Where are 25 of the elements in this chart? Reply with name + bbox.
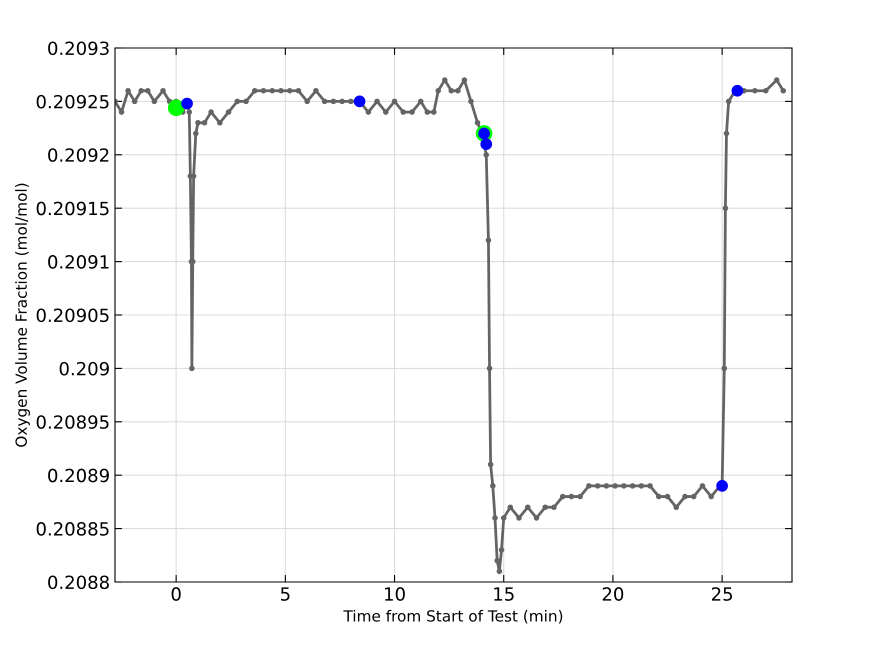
y-tick-label: 0.2093 [48,41,109,56]
point [716,480,728,492]
y-tick-label: 0.209 [60,362,109,376]
y-axis-title: Oxygen Volume Fraction (mol/mol) [15,184,30,447]
y-tick-label: 0.2091 [48,255,108,269]
x-tick-label: 0 [172,587,181,601]
point [168,100,184,116]
y-tick-label: 0.20915 [36,202,109,216]
x-tick-label: 25 [712,587,732,601]
y-tick-label: 0.20895 [36,415,109,429]
y-tick-label: 0.2089 [48,468,109,482]
point [181,98,193,110]
point [732,84,744,97]
point [354,96,366,108]
x-tick-label: 10 [385,587,405,601]
y-tick-label: 0.2088 [48,575,109,590]
y-tick-label: 0.20885 [36,522,109,536]
y-tick-label: 0.20905 [36,308,109,322]
y-tick-label: 0.2092 [48,148,108,162]
x-tick-label: 5 [280,587,290,601]
x-axis-title: Time from Start of Test (min) [343,610,562,624]
x-tick-label: 20 [602,587,624,601]
point [480,138,492,150]
x-tick-label: 15 [494,587,514,601]
y-tick-label: 0.20925 [36,94,109,109]
